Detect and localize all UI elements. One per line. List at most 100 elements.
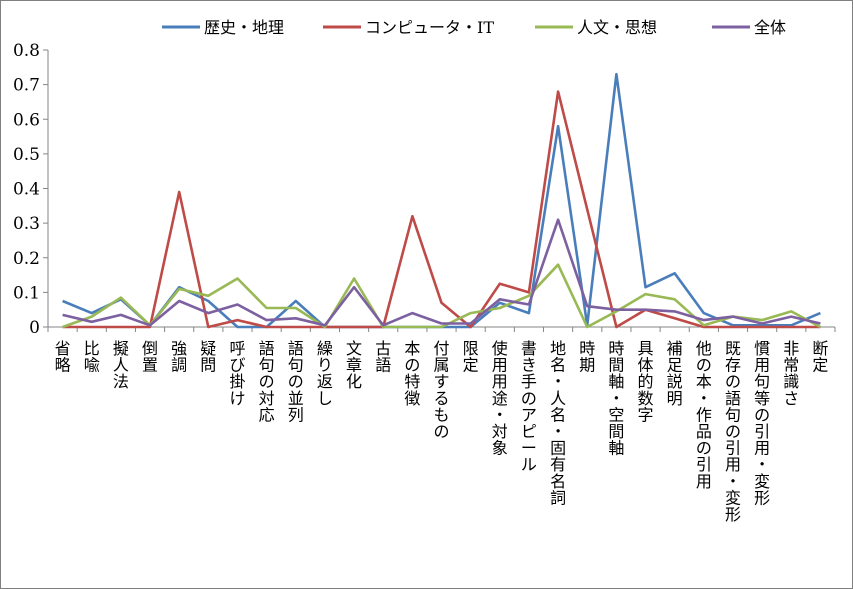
x-category-char: 軸 [608,372,624,391]
x-category-char: 章 [346,356,362,375]
x-category-char: 引 [725,439,741,458]
x-category-char: び [229,356,245,375]
x-category-char: 間 [608,422,624,441]
x-category-char: ・ [492,405,508,424]
x-category-char: 足 [667,356,683,375]
x-category-char: 的 [638,372,654,391]
x-category-char: 人 [113,356,129,375]
x-category-char: 非 [783,339,799,358]
x-category-char: 文 [346,339,362,358]
x-category-char: 期 [579,356,595,375]
x-category-char: 有 [550,455,566,474]
x-category-char: の [754,405,770,424]
x-category-char: の [725,422,741,441]
x-category-char: 限 [463,339,479,358]
x-category-char: 用 [696,472,712,491]
x-category-char: ・ [550,372,566,391]
x-category-char: 特 [404,372,420,391]
x-category-char: ー [521,439,537,458]
x-category-char: 語 [725,389,741,408]
x-category-char: 説 [667,372,683,391]
x-category-char: 対 [259,389,275,408]
x-category-char: 徴 [404,389,420,408]
y-tick-label: 0.5 [13,145,40,165]
x-category-char: 用 [725,455,741,474]
x-category-char: 体 [638,356,654,375]
x-category-char: 掛 [229,372,245,391]
x-category-char: け [229,389,245,408]
x-category-char: 句 [259,356,275,375]
x-category-char: 用 [492,372,508,391]
x-category-label: 強調 [171,339,187,375]
x-category-char: 調 [171,356,187,375]
x-category-char: 他 [696,339,712,358]
x-category-char: 形 [754,488,770,507]
x-category-char: 用 [754,439,770,458]
x-category-char: 時 [608,339,624,358]
x-category-char: 引 [754,422,770,441]
x-category-char: 化 [346,372,362,391]
x-category-char: 形 [725,505,741,524]
x-category-char: の [696,356,712,375]
x-category-char: 存 [725,356,741,375]
x-category-char: 語 [259,339,275,358]
x-category-char: 語 [288,339,304,358]
x-category-char: 問 [200,356,216,375]
x-category-char: き [521,356,537,375]
x-category-char: 本 [696,372,712,391]
x-category-char: 字 [638,405,654,424]
x-category-char: 省 [55,339,71,358]
x-category-char: 擬 [113,339,129,358]
legend-label: 全体 [754,18,786,37]
x-category-char: 並 [288,389,304,408]
x-category-char: 詞 [550,488,566,507]
series-line-3 [62,263,822,329]
legend-label: コンピュータ・IT [365,18,494,37]
x-category-char: 定 [812,356,828,375]
x-category-char: る [433,389,449,408]
x-category-char: 名 [550,405,566,424]
x-category-char: 置 [142,356,158,375]
x-category-char: ピ [521,422,537,441]
x-category-char: の [404,356,420,375]
x-category-char: 象 [492,439,508,458]
x-category-char: さ [783,389,799,408]
x-category-char: 品 [696,422,712,441]
x-category-char: 具 [638,339,654,358]
x-category-char: ・ [550,422,566,441]
legend-item-1: 歴史・地理 [162,18,284,37]
x-category-label: 文章化 [346,339,362,391]
legend-item-3: 人文・思想 [535,18,657,37]
legend: 歴史・地理 コンピュータ・IT 人文・思想 全体 [162,18,786,37]
legend-item-2: コンピュータ・IT [323,18,494,37]
x-category-char: 繰 [317,339,333,358]
series-line-2 [62,90,821,329]
x-category-char: 数 [638,389,654,408]
plot-area [62,72,822,329]
x-category-char: 返 [317,372,333,391]
x-category-char: 変 [725,488,741,507]
x-category-char: 古 [375,339,391,358]
x-category-char: の [433,422,449,441]
x-category-char: 比 [84,339,100,358]
x-category-char: 作 [696,405,712,424]
x-category-char: 識 [783,372,799,391]
x-category-label: 時期 [579,339,595,375]
x-category-char: す [433,372,449,391]
x-category-char: 明 [667,389,683,408]
y-tick-label: 0.4 [13,180,40,200]
legend-item-4: 全体 [712,18,786,37]
x-category-label: 省略 [55,339,71,375]
x-category-char: 常 [783,356,799,375]
x-category-char: 句 [754,372,770,391]
